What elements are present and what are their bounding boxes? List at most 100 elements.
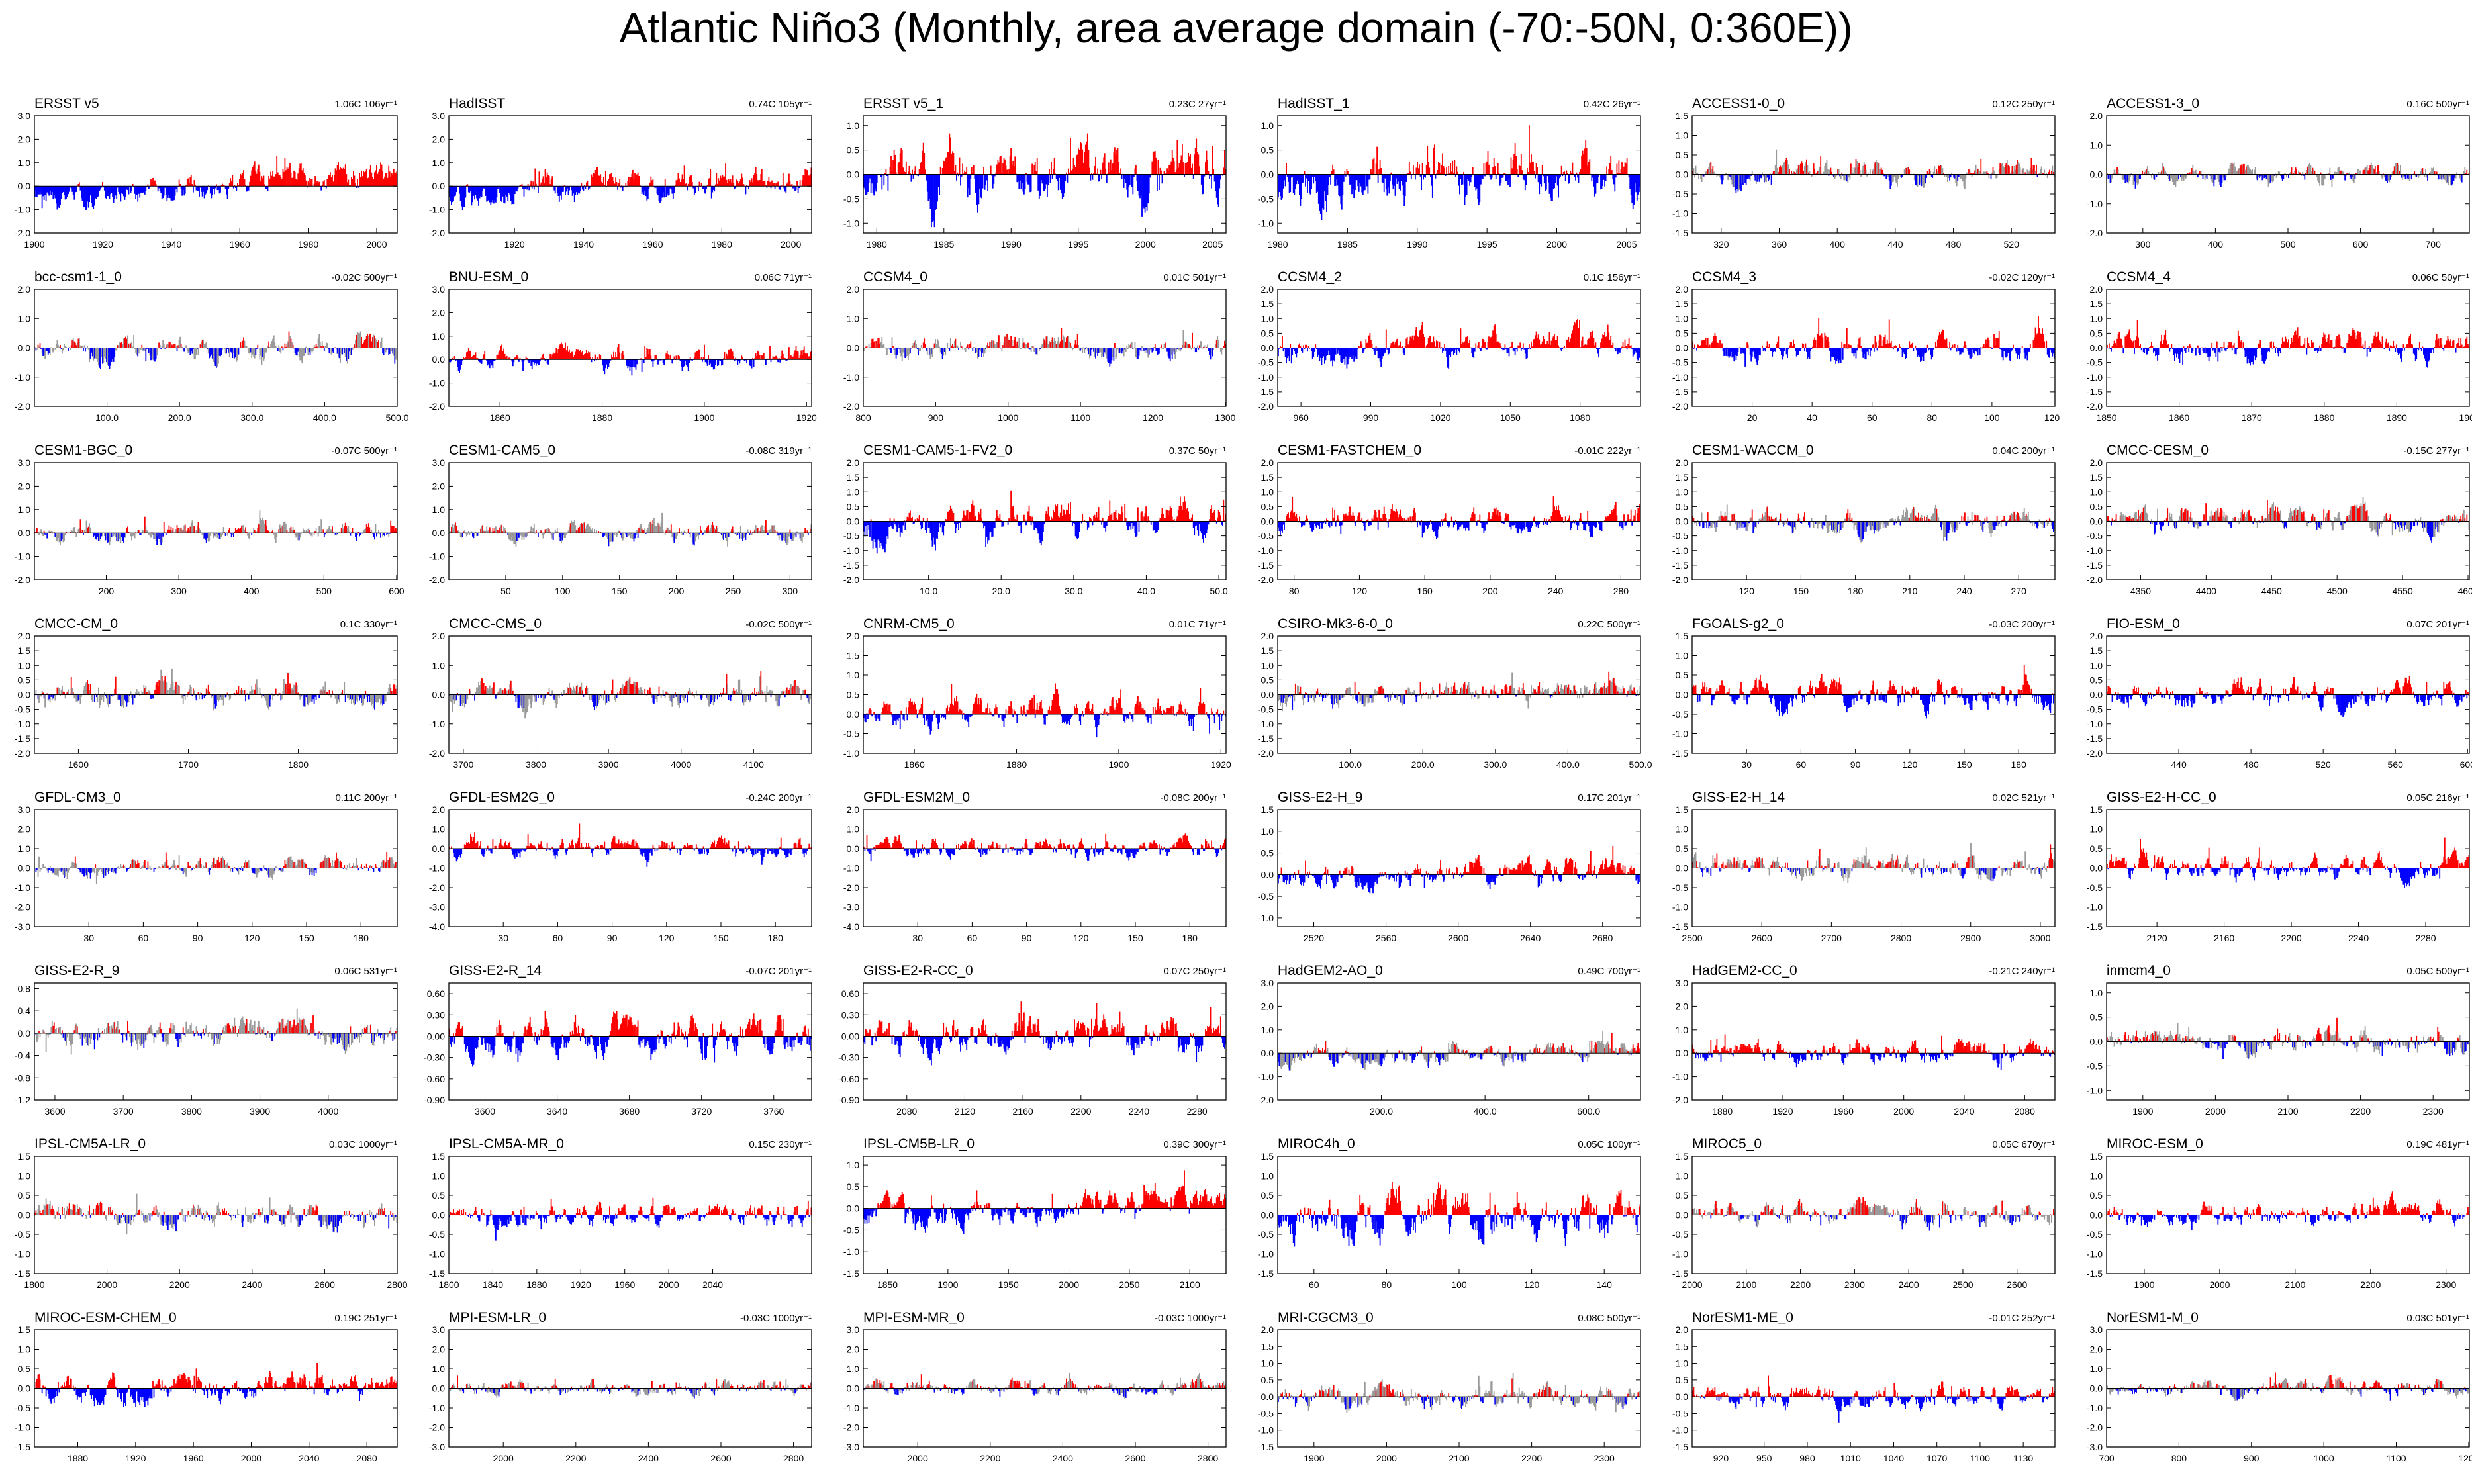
anomaly-bar <box>1515 156 1517 175</box>
anomaly-series <box>449 163 812 210</box>
anomaly-bar <box>894 155 896 175</box>
anomaly-bar <box>2388 343 2389 348</box>
anomaly-bar <box>140 533 142 535</box>
anomaly-bar <box>278 345 279 348</box>
anomaly-bar <box>1605 175 1607 181</box>
y-tick-label: 2.0 <box>1261 284 1274 295</box>
anomaly-bar <box>257 345 258 348</box>
anomaly-bar <box>1311 175 1312 189</box>
anomaly-bar <box>2363 344 2364 348</box>
anomaly-bar <box>1521 170 1523 174</box>
anomaly-bar <box>702 359 703 362</box>
anomaly-bar <box>724 352 726 359</box>
anomaly-bar <box>1979 348 1981 355</box>
anomaly-bar <box>1051 162 1052 174</box>
anomaly-bar <box>2285 337 2286 348</box>
anomaly-bar <box>1807 348 1809 359</box>
anomaly-bar <box>2220 348 2221 353</box>
anomaly-bar <box>1074 344 1075 348</box>
anomaly-bar <box>376 165 377 187</box>
anomaly-bar <box>2044 342 2045 348</box>
anomaly-bar <box>1184 175 1185 177</box>
anomaly-bar <box>1939 332 1940 348</box>
anomaly-bar <box>913 175 914 179</box>
anomaly-bar <box>2382 336 2383 348</box>
x-tick-label: 1880 <box>2314 412 2334 423</box>
anomaly-bar <box>2326 342 2328 348</box>
plot-frame <box>449 289 812 406</box>
anomaly-bar <box>1794 172 1795 175</box>
anomaly-bar <box>1347 171 1349 174</box>
anomaly-bar <box>145 348 146 362</box>
anomaly-bar <box>299 164 301 187</box>
anomaly-bar <box>2185 175 2187 179</box>
x-tick-label: 1990 <box>1001 239 1022 250</box>
anomaly-bar <box>1193 175 1194 179</box>
anomaly-bar <box>194 526 195 533</box>
anomaly-bar <box>1944 175 1946 178</box>
anomaly-bar <box>667 354 669 359</box>
anomaly-bar <box>1153 348 1154 351</box>
anomaly-bar <box>518 359 520 362</box>
anomaly-bar <box>331 177 332 186</box>
anomaly-bar <box>2433 348 2434 353</box>
anomaly-bar <box>102 533 103 536</box>
anomaly-bar <box>227 186 228 199</box>
anomaly-bar <box>800 355 801 359</box>
anomaly-bar <box>1196 348 1197 353</box>
anomaly-bar <box>2197 175 2199 178</box>
anomaly-bar <box>2405 175 2406 179</box>
y-tick-label: 2.0 <box>432 307 446 318</box>
anomaly-bar <box>722 359 724 365</box>
x-tick-label: 300.0 <box>240 412 263 423</box>
y-tick-label: -0.5 <box>2087 357 2103 368</box>
anomaly-bar <box>1041 175 1043 184</box>
anomaly-bar <box>2455 175 2457 179</box>
anomaly-bar <box>1925 348 1926 354</box>
anomaly-bar <box>177 525 178 533</box>
x-tick-label: 400 <box>1830 239 1846 250</box>
anomaly-bar <box>154 348 156 362</box>
anomaly-bar <box>1731 175 1732 180</box>
anomaly-bar <box>1393 342 1394 348</box>
anomaly-bar <box>796 346 797 359</box>
anomaly-bar <box>469 186 470 193</box>
anomaly-bar <box>1197 346 1198 348</box>
anomaly-bar <box>86 521 87 533</box>
anomaly-bar <box>60 345 61 348</box>
anomaly-bar <box>1452 161 1453 175</box>
anomaly-bar <box>1815 340 1817 348</box>
anomaly-bar <box>2402 348 2403 352</box>
anomaly-bar <box>2319 175 2320 186</box>
anomaly-bar <box>345 164 346 186</box>
anomaly-bar <box>1798 165 1799 175</box>
anomaly-bar <box>272 171 273 186</box>
anomaly-bar <box>394 173 395 186</box>
anomaly-bar <box>609 174 610 186</box>
anomaly-bar <box>2112 175 2113 179</box>
anomaly-bar <box>532 181 534 186</box>
y-tick-label: 3.0 <box>18 111 31 121</box>
anomaly-bar <box>1822 337 1823 348</box>
anomaly-bar <box>2320 348 2322 351</box>
anomaly-bar <box>2448 175 2449 186</box>
anomaly-bar <box>1471 175 1472 177</box>
anomaly-bar <box>687 186 688 190</box>
anomaly-bar <box>1752 171 1753 174</box>
anomaly-bar <box>718 359 719 365</box>
anomaly-bar <box>1957 345 1958 348</box>
anomaly-bar <box>902 348 903 362</box>
anomaly-bar <box>2163 167 2164 175</box>
anomaly-bar <box>959 158 961 175</box>
anomaly-bar <box>1694 175 1695 178</box>
x-tick-label: 2000 <box>1135 239 1156 250</box>
anomaly-bar <box>679 356 680 359</box>
anomaly-bar <box>708 355 709 359</box>
anomaly-bar <box>1552 175 1553 201</box>
anomaly-bar <box>1725 348 1727 356</box>
anomaly-bar <box>1542 165 1543 175</box>
anomaly-bar <box>2340 338 2341 348</box>
anomaly-bar <box>733 183 734 186</box>
anomaly-bar <box>1744 175 1745 183</box>
